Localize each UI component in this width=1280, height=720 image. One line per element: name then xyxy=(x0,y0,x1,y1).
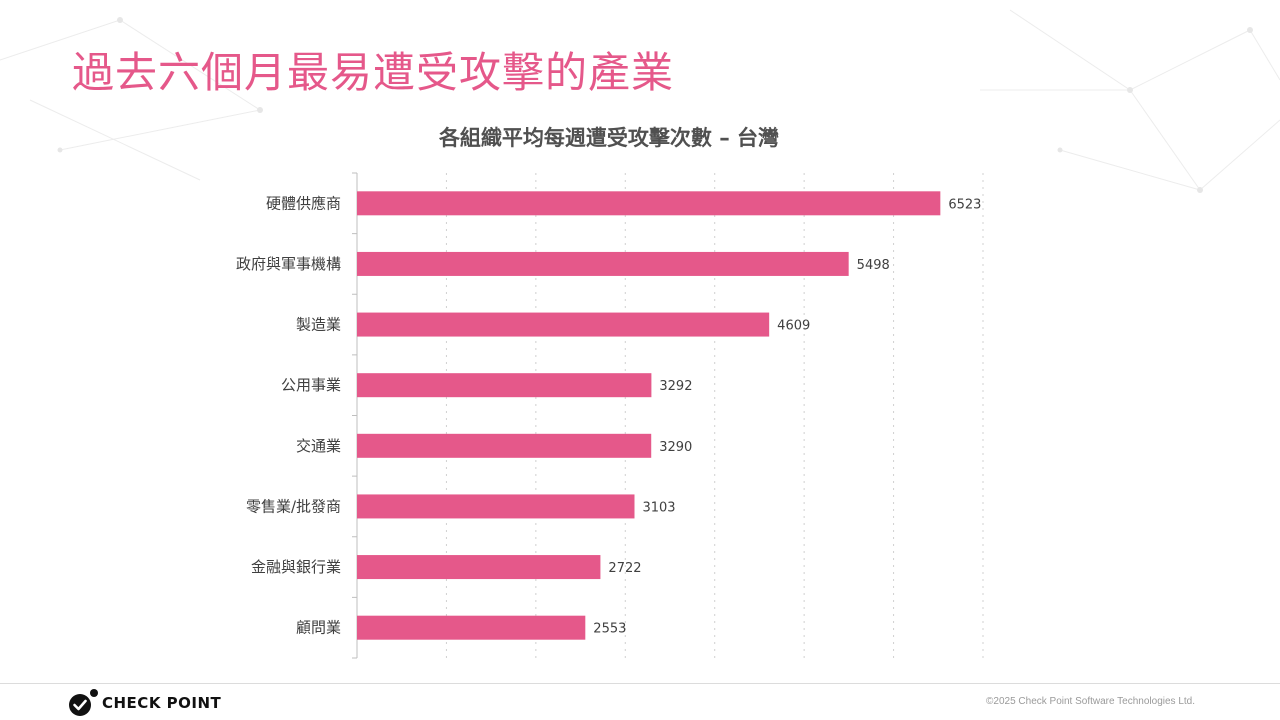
bar xyxy=(357,312,770,337)
category-label: 顧問業 xyxy=(296,619,341,637)
category-label: 政府與軍事機構 xyxy=(236,255,341,273)
category-label: 硬體供應商 xyxy=(266,194,341,212)
bar xyxy=(357,433,652,458)
data-label: 4609 xyxy=(777,319,810,334)
data-label: 5498 xyxy=(857,258,890,273)
data-label: 3290 xyxy=(659,440,692,455)
bar xyxy=(357,494,635,519)
background-network-pattern xyxy=(0,9,1280,193)
bar xyxy=(357,373,652,398)
category-label: 製造業 xyxy=(296,316,341,334)
data-label: 2722 xyxy=(608,561,641,576)
category-label: 公用事業 xyxy=(281,376,341,394)
footer-divider xyxy=(0,683,1280,684)
category-label: 交通業 xyxy=(296,437,341,455)
slide-title: 過去六個月最易遭受攻擊的產業 xyxy=(72,48,675,97)
check-point-logo-icon xyxy=(69,689,98,716)
logo-text: CHECK POINT xyxy=(102,694,222,712)
data-label: 3292 xyxy=(659,379,692,394)
bar xyxy=(357,615,586,640)
chart-title: 各組織平均每週遭受攻擊次數 – 台灣 xyxy=(438,126,780,150)
data-label: 6523 xyxy=(948,197,981,212)
copyright-notice: ©2025 Check Point Software Technologies … xyxy=(986,696,1195,707)
bar xyxy=(357,191,941,216)
check-point-logo: CHECK POINT xyxy=(66,686,221,720)
category-label: 金融與銀行業 xyxy=(251,558,341,576)
data-label: 2553 xyxy=(593,622,626,637)
bar xyxy=(357,555,601,580)
category-label: 零售業/批發商 xyxy=(246,497,341,515)
data-label: 3103 xyxy=(642,500,675,515)
bar xyxy=(357,251,849,276)
